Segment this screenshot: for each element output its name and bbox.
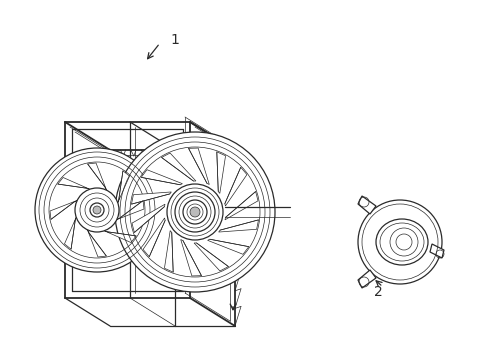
Text: 2: 2 — [373, 285, 382, 299]
Text: 1: 1 — [170, 33, 179, 47]
Ellipse shape — [375, 219, 427, 265]
Circle shape — [183, 200, 206, 224]
Polygon shape — [429, 244, 443, 258]
Circle shape — [186, 204, 203, 220]
Polygon shape — [58, 177, 90, 189]
Circle shape — [35, 148, 159, 272]
Polygon shape — [132, 204, 164, 233]
Polygon shape — [64, 217, 76, 249]
Polygon shape — [131, 192, 171, 204]
Polygon shape — [50, 201, 77, 219]
Circle shape — [90, 203, 104, 217]
Polygon shape — [117, 201, 143, 220]
Polygon shape — [357, 270, 375, 288]
Polygon shape — [357, 196, 375, 214]
Circle shape — [85, 198, 109, 222]
Polygon shape — [188, 148, 209, 184]
Polygon shape — [104, 231, 136, 243]
Polygon shape — [194, 243, 228, 271]
Polygon shape — [218, 220, 258, 232]
Polygon shape — [216, 152, 225, 193]
Circle shape — [357, 200, 441, 284]
Circle shape — [115, 132, 274, 292]
Polygon shape — [224, 167, 246, 206]
Circle shape — [80, 193, 114, 227]
Polygon shape — [164, 231, 173, 272]
Polygon shape — [181, 239, 201, 276]
Circle shape — [171, 188, 219, 236]
Circle shape — [175, 192, 215, 232]
Circle shape — [179, 196, 210, 228]
Polygon shape — [207, 239, 248, 254]
Polygon shape — [143, 218, 165, 257]
Circle shape — [190, 207, 200, 217]
Polygon shape — [118, 171, 129, 203]
Polygon shape — [87, 163, 106, 190]
Circle shape — [75, 188, 119, 232]
Polygon shape — [141, 170, 182, 185]
Circle shape — [93, 206, 101, 214]
Polygon shape — [224, 192, 258, 220]
Circle shape — [395, 234, 411, 250]
Circle shape — [94, 207, 100, 213]
Circle shape — [167, 184, 223, 240]
Polygon shape — [161, 153, 196, 181]
Polygon shape — [87, 230, 106, 257]
